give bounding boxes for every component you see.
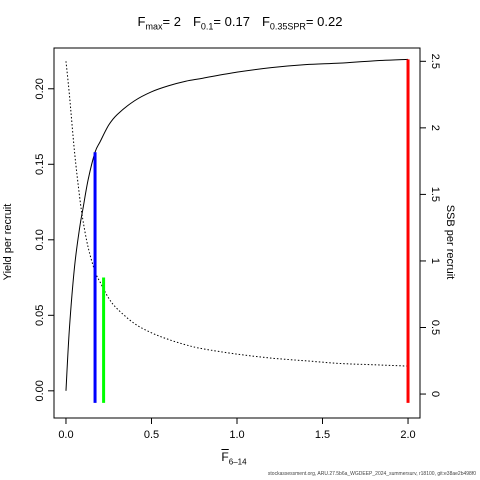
- y-left-tick-label: 0.10: [34, 229, 46, 250]
- title-fspr: F0.35SPR= 0.22: [261, 14, 343, 32]
- footer-source: stockassessment.org, ARU.27.5b6a_WGDEEP_…: [267, 471, 476, 477]
- title-fmax: Fmax= 2: [137, 14, 181, 32]
- y-left-tick-label: 0.00: [34, 380, 46, 401]
- y-left-tick-label: 0.05: [34, 305, 46, 326]
- y-left-tick-label: 0.20: [34, 78, 46, 99]
- x-axis-label: F6–14: [221, 450, 247, 467]
- y-right-tick-label: 0.5: [429, 320, 441, 335]
- plot-frame: [53, 47, 421, 419]
- y-right-tick-label: 0: [429, 391, 441, 397]
- x-tick-label: 0.0: [58, 429, 73, 441]
- yield-per-recruit-line: [65, 58, 409, 391]
- y-right-tick-label: 1: [429, 258, 441, 264]
- x-tick-label: 1.0: [229, 429, 244, 441]
- chart-title: Fmax= 2 F0.1= 0.17 F0.35SPR= 0.22: [0, 14, 480, 32]
- x-tick-label: 0.5: [144, 429, 159, 441]
- y-left-tick-label: 0.15: [34, 154, 46, 175]
- x-tick-label: 1.5: [315, 429, 330, 441]
- y-right-tick-label: 1.5: [429, 187, 441, 202]
- x-tick-label: 2.0: [400, 429, 415, 441]
- y-axis-right-label: SSB per recruit: [444, 204, 456, 280]
- y-right-tick-label: 2: [429, 125, 441, 131]
- title-f01: F0.1= 0.17: [192, 14, 250, 32]
- y-right-tick-label: 2.5: [429, 54, 441, 69]
- ssb-per-recruit-line: [65, 61, 409, 367]
- y-axis-left-label: Yield per recruit: [2, 203, 14, 281]
